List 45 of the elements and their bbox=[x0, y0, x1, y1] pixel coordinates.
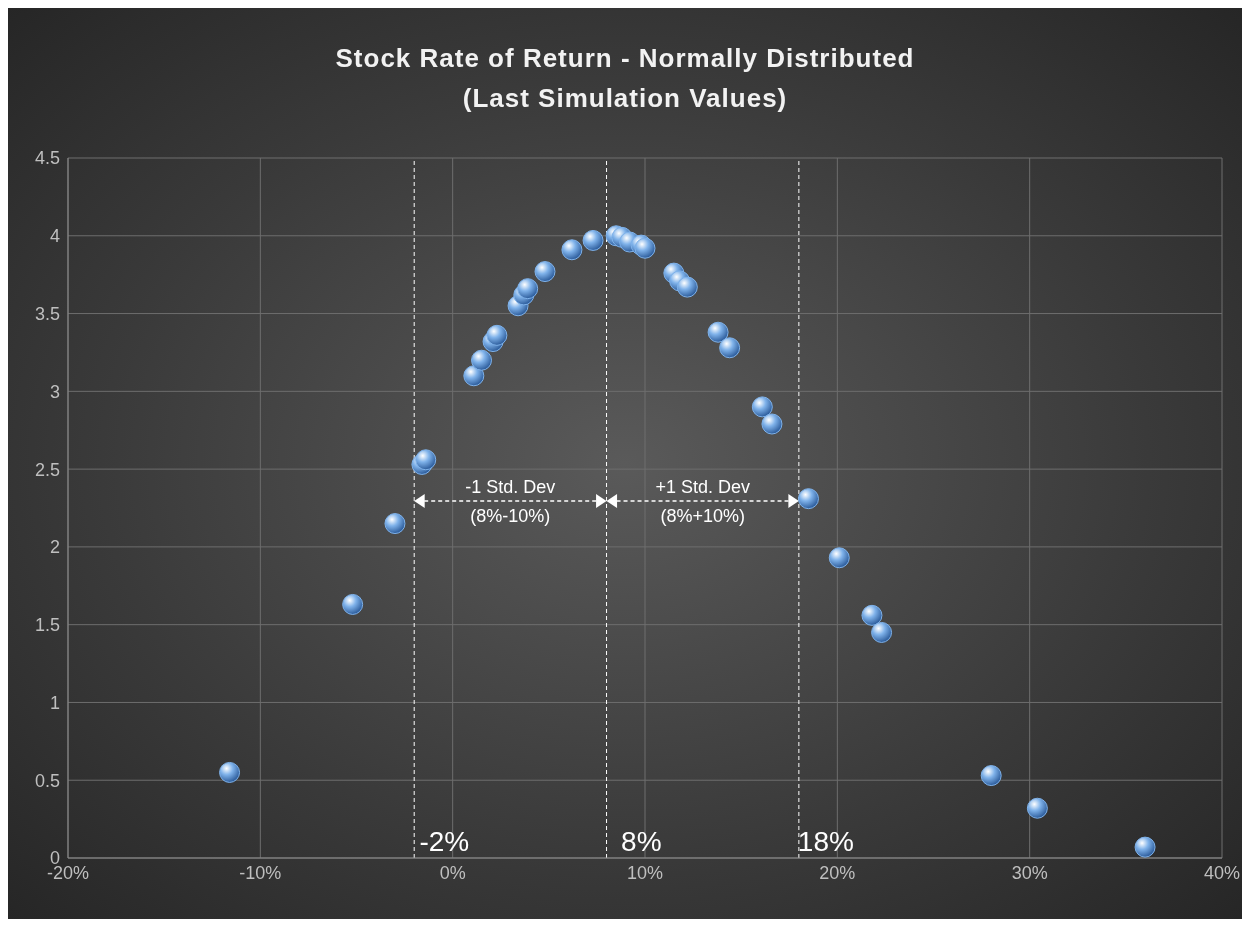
y-tick-label: 4.5 bbox=[34, 148, 60, 169]
point bbox=[219, 761, 241, 783]
y-tick-label: 0.5 bbox=[34, 770, 60, 791]
point bbox=[534, 261, 556, 283]
point bbox=[980, 765, 1002, 787]
point bbox=[797, 488, 819, 510]
point bbox=[871, 621, 893, 643]
x-tick-label: 40% bbox=[1203, 862, 1241, 883]
ref-line-label: -2% bbox=[419, 826, 470, 857]
point bbox=[1026, 797, 1048, 819]
y-tick-label: 2 bbox=[49, 537, 60, 558]
point bbox=[828, 547, 850, 569]
point bbox=[707, 321, 729, 343]
annotation: (8%-10%) bbox=[470, 505, 551, 526]
point bbox=[561, 239, 583, 261]
y-tick-label: 4 bbox=[49, 226, 60, 247]
point bbox=[342, 593, 364, 615]
point bbox=[582, 229, 604, 251]
x-tick-label: 20% bbox=[819, 862, 856, 883]
y-tick-label: 1 bbox=[49, 692, 60, 713]
point bbox=[384, 513, 406, 535]
annotation: +1 Std. Dev bbox=[655, 477, 750, 497]
x-tick-label: 10% bbox=[626, 862, 664, 883]
point bbox=[517, 278, 539, 300]
y-tick-label: 2.5 bbox=[34, 459, 60, 480]
point bbox=[751, 396, 773, 418]
chart-title: Stock Rate of Return - Normally Distributed (Last Simulation Values) bbox=[334, 42, 916, 115]
y-tick-label: 1.5 bbox=[34, 615, 60, 636]
point bbox=[676, 276, 698, 298]
ref-line-label: 18% bbox=[797, 826, 854, 857]
point bbox=[861, 604, 883, 626]
annotation: -1 Std. Dev bbox=[465, 477, 556, 497]
x-tick-label: -10% bbox=[239, 862, 282, 883]
x-tick-label: 0% bbox=[439, 862, 466, 883]
point bbox=[719, 337, 741, 359]
y-tick-label: 3.5 bbox=[34, 303, 60, 324]
point bbox=[463, 365, 485, 387]
point bbox=[471, 349, 493, 371]
y-tick-label: 3 bbox=[49, 381, 60, 402]
point bbox=[761, 413, 783, 435]
annotation: (8%+10%) bbox=[660, 505, 745, 526]
point bbox=[1134, 836, 1156, 858]
ref-line-label: 8% bbox=[621, 826, 662, 857]
point bbox=[486, 324, 508, 346]
x-tick-label: 30% bbox=[1011, 862, 1048, 883]
